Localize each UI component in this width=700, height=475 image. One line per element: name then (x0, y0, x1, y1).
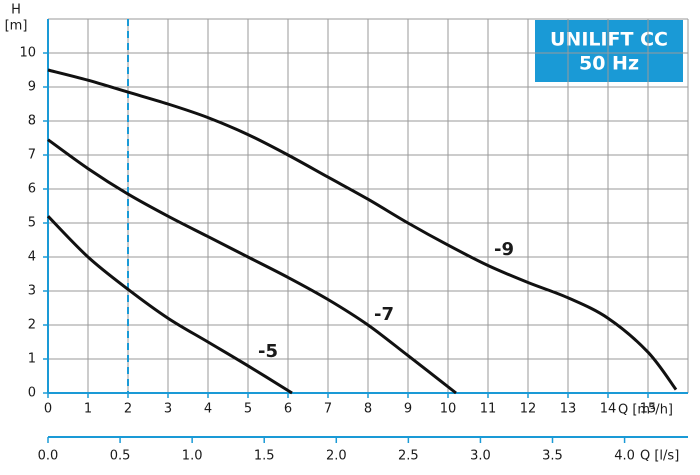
x2-axis-label: Q [l/s] (640, 449, 679, 464)
x-tick-label: 11 (480, 402, 497, 417)
y-tick-label: 10 (19, 46, 36, 61)
curve-label: -9 (494, 239, 514, 260)
y-tick-label: 1 (28, 352, 36, 367)
y-tick-label: 0 (28, 386, 36, 401)
curve-label: -7 (374, 304, 394, 325)
badge-line: 50 Hz (579, 53, 639, 75)
x-tick-label: 4 (204, 402, 212, 417)
y-tick-label: 4 (28, 250, 36, 265)
y-tick-label: 7 (28, 148, 36, 163)
pump-curve (47, 138, 457, 395)
pump-curve (47, 68, 678, 391)
x2-tick-label: 2.0 (326, 449, 347, 464)
x-axis-label: Q [m³/h] (618, 403, 673, 418)
y-tick-label: 5 (28, 216, 36, 231)
x-tick-label: 7 (324, 402, 332, 417)
x-tick-label: 13 (560, 402, 577, 417)
x-tick-label: 2 (124, 402, 132, 417)
x-tick-label: 0 (44, 402, 52, 417)
x2-tick-label: 0.5 (110, 449, 131, 464)
y-tick-label: 2 (28, 318, 36, 333)
x2-tick-label: 4.0 (614, 449, 635, 464)
x2-tick-label: 2.5 (398, 449, 419, 464)
x-tick-label: 5 (244, 402, 252, 417)
x-tick-label: 3 (164, 402, 172, 417)
y-tick-label: 6 (28, 182, 36, 197)
x-tick-label: 15 (640, 402, 657, 417)
x2-tick-label: 1.0 (182, 449, 203, 464)
x-tick-label: 8 (364, 402, 372, 417)
curve-label: -5 (258, 341, 278, 362)
x-tick-label: 9 (404, 402, 412, 417)
x2-tick-label: 3.0 (470, 449, 491, 464)
x-tick-label: 14 (600, 402, 617, 417)
y-tick-label: 9 (28, 80, 36, 95)
x2-tick-label: 1.5 (254, 449, 275, 464)
badge-line: UNILIFT CC (550, 29, 668, 51)
x2-tick-label: 0.0 (38, 449, 59, 464)
x-tick-label: 1 (84, 402, 92, 417)
y-axis-label: [m] (5, 19, 28, 34)
x-tick-label: 12 (520, 402, 537, 417)
x-tick-label: 6 (284, 402, 292, 417)
x2-tick-label: 3.5 (542, 449, 563, 464)
y-tick-label: 8 (28, 114, 36, 129)
pump-curve (46, 215, 293, 395)
badge-box (535, 20, 683, 82)
y-tick-label: 3 (28, 284, 36, 299)
x-tick-label: 10 (440, 402, 457, 417)
y-axis-label: H (11, 3, 21, 18)
